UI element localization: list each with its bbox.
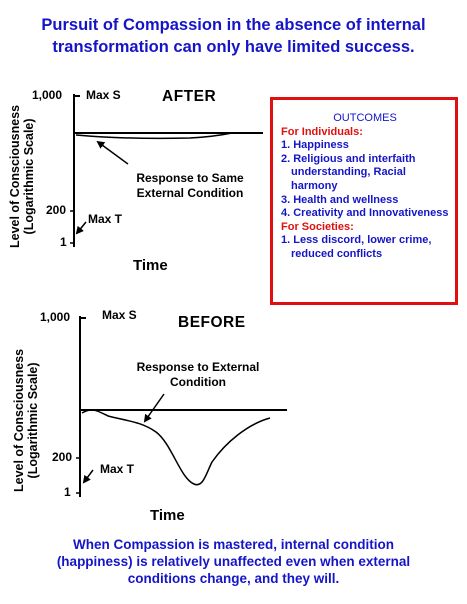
after-annotation-arrow bbox=[96, 140, 129, 165]
before-chart bbox=[76, 316, 287, 497]
before-tick-label-200: 200 bbox=[52, 450, 73, 464]
title-line-1: Pursuit of Compassion in the absence of … bbox=[41, 16, 426, 34]
title-line-2: transformation can only have limited suc… bbox=[52, 38, 415, 56]
before-annotation-arrow bbox=[143, 393, 165, 423]
after-annotation: Response to Same External Condition bbox=[110, 171, 270, 201]
before-ylabel-line-1: Level of Consciousness bbox=[12, 348, 26, 492]
after-max-s-label: Max S bbox=[86, 88, 121, 102]
individual-outcome-1: 1. Happiness bbox=[281, 139, 349, 152]
after-x-axis-label: Time bbox=[133, 257, 168, 274]
societies-heading: For Societies: bbox=[281, 220, 354, 233]
before-tick-label-1000: 1,000 bbox=[40, 310, 71, 324]
before-response-curve bbox=[81, 409, 271, 486]
after-response-curve bbox=[75, 132, 233, 140]
after-ylabel-line-1: Level of Consciousness bbox=[8, 104, 22, 248]
individual-outcome-4: 4. Creativity and Innovativeness bbox=[281, 207, 449, 220]
individual-outcome-2: 2. Religious and interfaith understandin… bbox=[281, 152, 416, 192]
after-max-t-arrow bbox=[75, 221, 87, 235]
footer-caption: When Compassion is mastered, internal co… bbox=[0, 536, 467, 587]
before-max-t-arrow bbox=[82, 469, 94, 484]
after-chart-title: AFTER bbox=[162, 88, 217, 105]
after-tick-label-200: 200 bbox=[46, 203, 67, 217]
society-outcome-1: 1. Less discord, lower crime, reduced co… bbox=[281, 234, 432, 260]
before-annotation: Response to External Condition bbox=[118, 360, 278, 390]
before-tick-label-1: 1 bbox=[64, 485, 71, 499]
before-annotation-line-2: Condition bbox=[170, 375, 226, 389]
before-max-s-label: Max S bbox=[102, 308, 137, 322]
before-x-axis-label: Time bbox=[150, 507, 185, 524]
after-y-axis-label: Level of Consciousness (Logarithmic Scal… bbox=[8, 105, 36, 248]
after-max-t-label: Max T bbox=[88, 212, 123, 226]
after-annotation-line-2: External Condition bbox=[136, 186, 244, 200]
footer-line-3: conditions change, and they will. bbox=[127, 571, 340, 586]
individual-outcome-3: 3. Health and wellness bbox=[281, 193, 399, 206]
before-chart-title: BEFORE bbox=[178, 314, 246, 331]
footer-line-2: (happiness) is relatively unaffected eve… bbox=[56, 554, 411, 569]
after-ylabel-line-2: (Logarithmic Scale) bbox=[22, 118, 36, 235]
after-annotation-line-1: Response to Same bbox=[136, 171, 244, 185]
before-ylabel-line-2: (Logarithmic Scale) bbox=[26, 362, 40, 479]
individuals-heading: For Individuals: bbox=[281, 125, 363, 138]
after-tick-label-1: 1 bbox=[60, 235, 67, 249]
outcomes-heading: OUTCOMES bbox=[333, 112, 397, 124]
before-max-t-label: Max T bbox=[100, 462, 135, 476]
before-y-axis-label: Level of Consciousness (Logarithmic Scal… bbox=[12, 349, 40, 492]
after-chart bbox=[70, 94, 263, 247]
after-tick-label-1000: 1,000 bbox=[32, 88, 63, 102]
before-annotation-line-1: Response to External bbox=[136, 360, 260, 374]
page-title: Pursuit of Compassion in the absence of … bbox=[0, 14, 467, 58]
outcomes-box: OUTCOMES For Individuals: 1. Happiness 2… bbox=[270, 97, 458, 305]
footer-line-1: When Compassion is mastered, internal co… bbox=[72, 537, 395, 552]
